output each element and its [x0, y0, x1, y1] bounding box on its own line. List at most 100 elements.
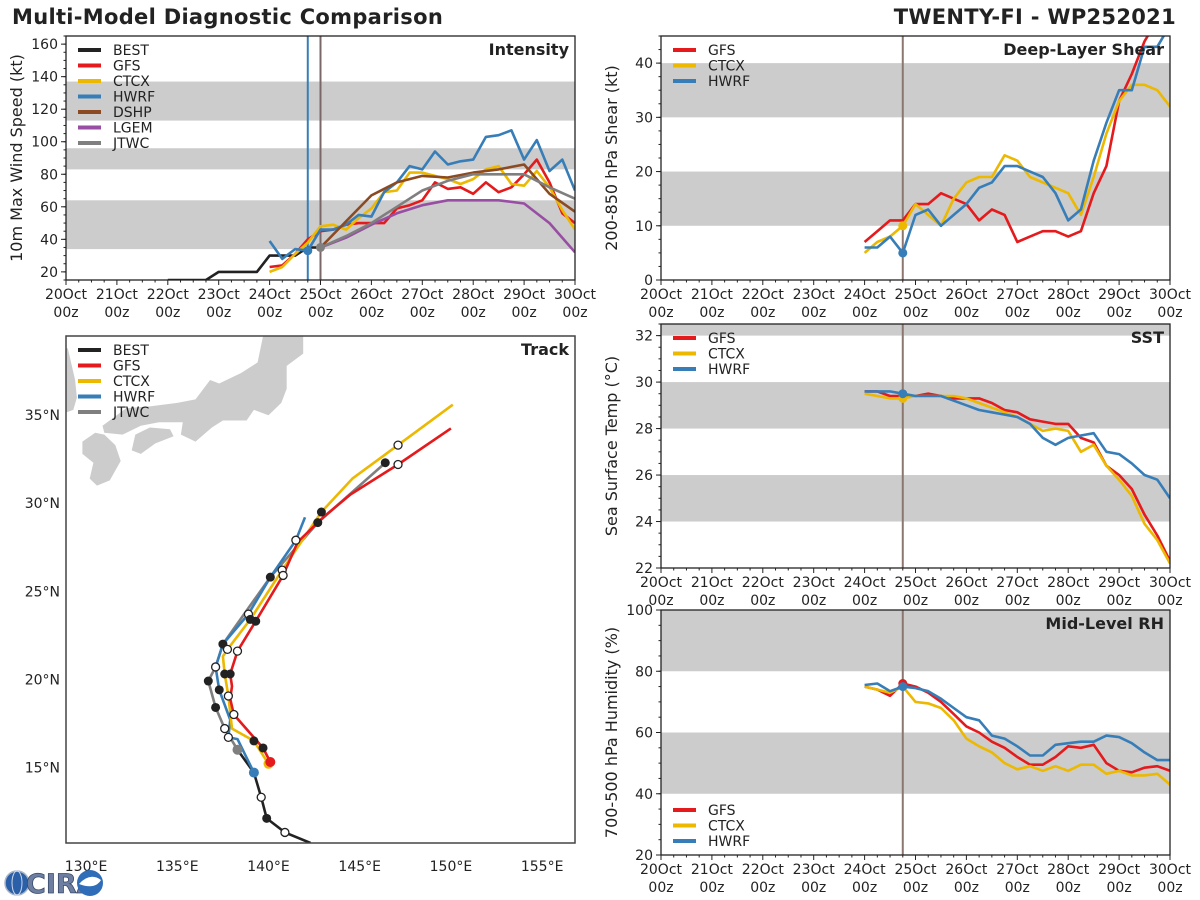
panel-title: Track — [521, 340, 569, 359]
series-line-ctcx — [864, 685, 1170, 786]
lat-tick-label: 20°N — [25, 672, 60, 688]
track-marker-filled — [313, 518, 323, 528]
x-tick-label: 23Oct — [793, 575, 836, 591]
page-title: Multi-Model Diagnostic Comparison — [12, 5, 444, 29]
x-tick-sublabel: 00z — [1005, 880, 1030, 896]
series-dot-hwrf — [898, 389, 908, 399]
track-marker-open — [393, 459, 403, 470]
y-tick-label: 80 — [635, 664, 653, 680]
y-tick-label: 60 — [635, 726, 653, 742]
track-marker-filled — [203, 676, 213, 686]
track-marker-filled — [316, 507, 326, 517]
x-tick-label: 29Oct — [1098, 287, 1141, 303]
y-tick-label: 20 — [40, 265, 58, 281]
y-tick-label: 30 — [635, 375, 653, 391]
x-tick-label: 21Oct — [96, 287, 139, 303]
x-tick-sublabel: 00z — [1056, 593, 1081, 609]
series-line-hwrf — [864, 36, 1166, 255]
x-tick-sublabel: 00z — [648, 593, 673, 609]
x-tick-sublabel: 00z — [750, 593, 775, 609]
series-dot-jtwc — [316, 242, 325, 252]
x-tick-sublabel: 00z — [903, 880, 928, 896]
x-tick-sublabel: 00z — [512, 305, 537, 321]
y-tick-label: 160 — [31, 37, 58, 53]
track-marker-open — [220, 723, 230, 734]
land — [102, 336, 304, 442]
y-tick-label: 40 — [635, 787, 653, 803]
x-tick-label: 26Oct — [945, 287, 988, 303]
track-marker-open — [229, 709, 239, 720]
track-marker-open — [280, 827, 290, 838]
sst-panel: 22 24 26 28 30 32 20Oct 00z 21Oct 00z 22Oct 00z 23Oc… — [602, 323, 1192, 609]
x-tick-label: 27Oct — [996, 287, 1039, 303]
x-tick-label: 20Oct — [640, 575, 683, 591]
x-tick-label: 30Oct — [1149, 287, 1192, 303]
map-frame — [65, 335, 576, 844]
x-tick-sublabel: 00z — [104, 305, 129, 321]
legend-label-hwrf: HWRF — [113, 90, 155, 106]
panel-title: SST — [1131, 328, 1164, 347]
legend-label-dshp: DSHP — [113, 105, 152, 121]
series-dot-ctcx — [898, 221, 908, 231]
track-marker-filled — [225, 669, 235, 679]
x-tick-sublabel: 00z — [410, 305, 435, 321]
y-axis-label: Sea Surface Temp (°C) — [602, 356, 621, 536]
cira-logo: CIRA — [4, 869, 103, 900]
rh-panel: 20 40 60 80 100 20Oct 00z 21Oct 00z 22Oct 00z 23Oct… — [602, 603, 1192, 896]
y-tick-label: 26 — [635, 468, 653, 484]
y-tick-label: 100 — [626, 603, 653, 619]
x-tick-sublabel: 00z — [852, 305, 877, 321]
x-tick-sublabel: 00z — [801, 880, 826, 896]
track-start-marker — [232, 744, 243, 755]
y-tick-label: 24 — [635, 515, 653, 531]
lat-tick-label: 30°N — [25, 496, 60, 512]
y-axis-label: 10m Max Wind Speed (kt) — [7, 54, 26, 262]
x-tick-sublabel: 00z — [852, 593, 877, 609]
land — [66, 348, 77, 413]
lon-tick-label: 145°E — [338, 859, 381, 875]
x-tick-label: 26Oct — [350, 287, 393, 303]
series-line-ctcx — [863, 83, 1170, 254]
track-marker-filled — [380, 458, 390, 468]
series-line-hwrf — [864, 390, 1170, 500]
y-tick-label: 40 — [635, 56, 653, 72]
x-tick-label: 30Oct — [1149, 575, 1192, 591]
track-marker-filled — [214, 685, 224, 695]
x-tick-label: 20Oct — [640, 862, 683, 878]
x-tick-sublabel: 00z — [750, 880, 775, 896]
x-tick-label: 26Oct — [945, 575, 988, 591]
shear-plot-area — [661, 36, 1170, 280]
track-marker-open — [210, 662, 221, 672]
shaded-band — [661, 63, 1170, 118]
x-tick-label: 26Oct — [945, 862, 988, 878]
x-tick-sublabel: 00z — [954, 880, 979, 896]
legend-label-lgem: LGEM — [113, 121, 153, 137]
series-dot-hwrf — [898, 682, 908, 692]
legend-label-ctcx: CTCX — [708, 819, 745, 835]
y-tick-label: 100 — [31, 135, 58, 151]
lat-tick-label: 25°N — [25, 584, 60, 600]
x-tick-label: 30Oct — [554, 287, 597, 303]
track-marker-filled — [262, 813, 272, 823]
legend-label-gfs: GFS — [708, 331, 736, 347]
lon-tick-label: 140°E — [247, 859, 290, 875]
track-marker-open — [223, 732, 234, 743]
track-marker-open — [223, 691, 234, 701]
x-tick-label: 24Oct — [844, 575, 887, 591]
shaded-band — [661, 610, 1170, 672]
noaa-bird-icon — [79, 876, 101, 887]
lat-tick-label: 15°N — [25, 760, 60, 776]
x-tick-label: 27Oct — [401, 287, 444, 303]
legend-label-best: BEST — [113, 343, 149, 359]
y-tick-label: 30 — [635, 110, 653, 126]
x-tick-label: 21Oct — [691, 287, 734, 303]
globe-meridian — [11, 870, 23, 896]
track-panel: 130°E 135°E 140°E 145°E 150°E 155°E 15°N 20°N 25… — [25, 335, 576, 875]
y-axis-label: 700-500 hPa Humidity (%) — [602, 627, 621, 838]
track-marker-filled — [265, 572, 275, 582]
x-tick-label: 28Oct — [1047, 575, 1090, 591]
x-tick-sublabel: 00z — [699, 880, 724, 896]
x-tick-sublabel: 00z — [1005, 305, 1030, 321]
rh-plot-area — [661, 610, 1170, 855]
x-tick-label: 21Oct — [691, 862, 734, 878]
